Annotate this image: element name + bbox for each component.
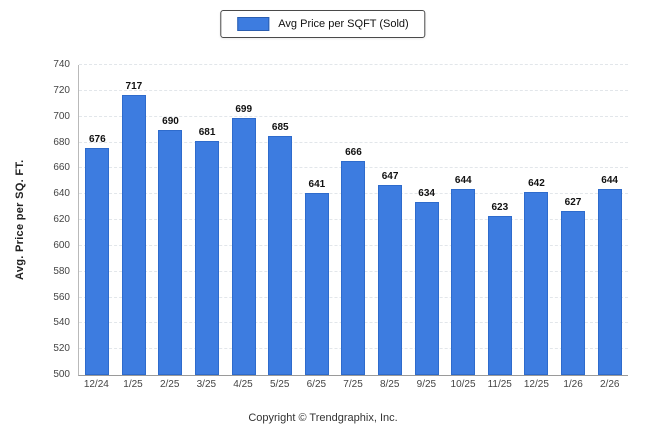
bar-value-label: 676 — [88, 133, 106, 145]
x-tick-label: 9/25 — [416, 379, 437, 390]
bar — [85, 147, 110, 375]
bar — [341, 160, 366, 375]
bar-value-label: 690 — [162, 115, 179, 127]
y-tick-label: 580 — [53, 265, 70, 277]
bar-slot: 642 — [518, 65, 555, 375]
x-axis-tick-labels: 12/24 1/25 2/25 3/25 4/25 5/25 6/25 7/25 8/25 9/2… — [78, 379, 628, 390]
bar-series: 676 717 690 681 699 685 641 666 647 634 644 623 642 6… — [79, 65, 628, 375]
bar-slot: 681 — [189, 65, 226, 375]
bar-value-label: 627 — [564, 196, 582, 208]
y-tick-label: 720 — [53, 84, 70, 96]
bar-slot: 676 — [79, 65, 116, 375]
bar-slot: 685 — [262, 65, 299, 375]
bar-slot: 690 — [152, 65, 189, 375]
bar — [158, 129, 183, 375]
bar — [487, 216, 512, 375]
legend-label: Avg Price per SQFT (Sold) — [278, 18, 409, 30]
bar-slot: 699 — [225, 65, 262, 375]
x-tick-label: 3/25 — [196, 379, 217, 390]
y-axis-title: Avg. Price per SQ. FT. — [14, 159, 26, 281]
x-tick-label: 6/25 — [306, 379, 327, 390]
x-tick-label: 11/25 — [487, 379, 512, 390]
x-tick-label: 1/25 — [123, 379, 143, 390]
bar-slot: 644 — [591, 65, 628, 375]
bar — [195, 141, 220, 375]
bar — [414, 201, 439, 375]
x-tick-label: 12/25 — [523, 379, 549, 390]
y-tick-label: 660 — [53, 162, 70, 174]
bar-value-label: 634 — [418, 187, 435, 199]
y-tick-label: 600 — [53, 239, 70, 251]
y-tick-label: 620 — [53, 214, 70, 225]
bar — [561, 210, 586, 375]
y-tick-label: 520 — [53, 343, 70, 355]
bar-slot: 627 — [555, 65, 592, 375]
bar — [451, 189, 476, 375]
y-tick-label: 500 — [53, 369, 70, 380]
bar — [121, 94, 146, 375]
y-tick-label: 700 — [53, 110, 70, 122]
bar-value-label: 642 — [528, 177, 545, 189]
y-tick-label: 680 — [53, 136, 70, 148]
bar-value-label: 641 — [308, 178, 326, 190]
x-tick-label: 8/25 — [379, 379, 400, 390]
bar-value-label: 644 — [601, 175, 618, 186]
legend-swatch — [237, 17, 270, 31]
bar-value-label: 647 — [381, 171, 399, 183]
y-tick-label: 640 — [53, 188, 70, 200]
bar-slot: 634 — [408, 65, 445, 375]
bar-value-label: 666 — [345, 146, 362, 158]
bar-value-label: 623 — [491, 202, 509, 214]
bar-value-label: 644 — [454, 175, 472, 186]
gridline — [79, 64, 628, 65]
bar-slot: 666 — [335, 65, 372, 375]
y-tick-label: 740 — [53, 59, 70, 70]
bar — [597, 189, 622, 375]
x-tick-label: 10/25 — [450, 379, 476, 390]
x-tick-label: 2/26 — [600, 379, 620, 390]
x-tick-label: 7/25 — [343, 379, 363, 390]
gridline — [79, 89, 628, 91]
gridline — [79, 115, 628, 117]
x-tick-label: 4/25 — [233, 379, 253, 390]
bar — [268, 136, 293, 375]
bar-value-label: 717 — [125, 80, 143, 92]
x-tick-label: 2/25 — [159, 379, 180, 390]
gridline — [79, 141, 628, 143]
bar — [304, 192, 329, 375]
bar-value-label: 681 — [198, 127, 216, 139]
copyright: Copyright © Trendgraphix, Inc. — [248, 412, 398, 424]
bar — [524, 191, 549, 375]
bar-slot: 644 — [445, 65, 482, 375]
bar — [378, 185, 403, 375]
x-tick-label: 5/25 — [269, 379, 290, 390]
bar-value-label: 685 — [271, 122, 289, 134]
bar-slot: 717 — [116, 65, 153, 375]
bar-slot: 647 — [372, 65, 409, 375]
y-tick-label: 560 — [53, 291, 70, 303]
bar-value-label: 699 — [235, 103, 253, 115]
y-axis-tick-labels: 500 520 540 560 580 600 620 640 660 680 700 720 740 — [38, 60, 72, 380]
y-tick-label: 540 — [53, 317, 70, 329]
bar — [231, 117, 256, 375]
legend: Avg Price per SQFT (Sold) — [220, 10, 426, 38]
x-tick-label: 12/24 — [83, 379, 109, 390]
bar-slot: 641 — [299, 65, 336, 375]
bar-slot: 623 — [482, 65, 519, 375]
x-tick-label: 1/26 — [563, 379, 583, 390]
plot-area: 676 717 690 681 699 685 641 666 647 634 644 623 642 6… — [78, 64, 628, 376]
